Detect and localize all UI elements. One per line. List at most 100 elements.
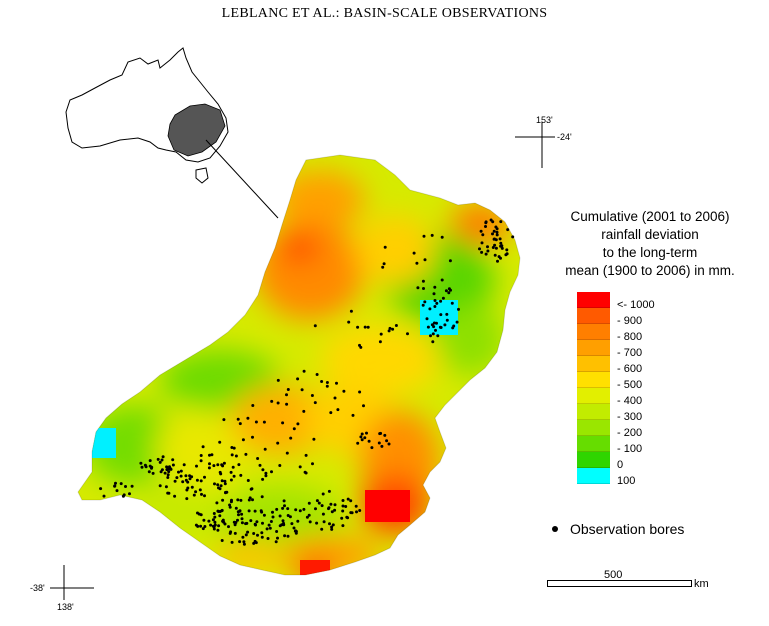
bore-dot: [447, 291, 451, 295]
bore-dot: [256, 533, 259, 537]
bore-dot-icon: [552, 526, 558, 533]
coord-lat-south: -38': [30, 583, 45, 593]
bore-dot: [378, 340, 382, 344]
bore-dot: [346, 497, 350, 501]
bore-dot: [200, 492, 203, 496]
bore-dot: [310, 394, 314, 397]
bore-dot: [253, 522, 257, 526]
bore-dot: [314, 507, 317, 511]
bore-dot: [128, 492, 131, 496]
bore-dot: [282, 521, 285, 525]
bore-dot: [249, 487, 253, 491]
bore-dot: [240, 512, 244, 516]
bore-dot: [199, 479, 203, 483]
bore-dot: [495, 233, 499, 237]
bore-dot: [212, 527, 216, 531]
bore-dot: [181, 480, 185, 484]
bore-dot: [265, 527, 269, 531]
bore-dot: [161, 455, 165, 459]
bore-dot: [263, 447, 267, 451]
bore-dot: [491, 232, 494, 236]
bore-dot: [271, 515, 275, 519]
bore-dot: [230, 453, 234, 457]
bore-dot: [220, 479, 224, 483]
bore-dot: [358, 390, 362, 394]
bore-dot: [213, 520, 217, 524]
bore-dot: [232, 474, 236, 478]
bore-dot: [195, 478, 199, 482]
bore-dot: [171, 458, 175, 462]
bore-dot: [444, 289, 448, 293]
bore-dot: [350, 511, 354, 515]
bore-dot: [312, 437, 316, 441]
bore-dot: [122, 493, 126, 497]
bore-dot: [195, 464, 198, 468]
bore-dot: [322, 520, 326, 524]
observation-bores: [99, 218, 515, 546]
bore-dot: [167, 491, 171, 495]
legend-row: 100: [577, 468, 697, 487]
bore-dot: [406, 332, 409, 336]
bore-dot: [440, 235, 444, 239]
bore-dot: [242, 540, 246, 544]
scale-value: 500: [604, 569, 623, 581]
bore-dot: [445, 318, 449, 322]
legend-label: - 400: [617, 395, 643, 407]
legend-row: - 200: [577, 420, 697, 439]
bore-dot: [500, 246, 504, 250]
bore-dot: [227, 525, 230, 529]
bore-dot: [260, 495, 264, 499]
bore-dot: [286, 388, 290, 391]
bore-dot: [228, 505, 232, 509]
bore-dot: [278, 464, 282, 467]
bore-dot: [363, 436, 367, 440]
bore-dot: [271, 510, 274, 514]
bore-dot: [494, 225, 498, 229]
bore-dot: [270, 399, 274, 403]
bore-dot: [198, 488, 202, 492]
bore-dot: [356, 441, 360, 445]
bore-dot: [421, 279, 425, 283]
bore-dot: [313, 324, 317, 328]
bore-dot: [266, 537, 270, 540]
bore-dot: [286, 514, 290, 517]
bore-dot: [208, 453, 211, 457]
bore-dot: [452, 324, 456, 328]
scale-bar-rect: [547, 580, 692, 587]
bore-dot: [315, 499, 319, 503]
bore-dot: [216, 483, 220, 487]
bore-dot: [304, 453, 308, 457]
legend-label: - 200: [617, 427, 643, 439]
legend-label: - 800: [617, 331, 643, 343]
bore-dot: [261, 521, 264, 525]
legend-row: - 800: [577, 324, 697, 343]
legend-swatch: [577, 404, 610, 420]
bore-dot: [184, 478, 188, 482]
bore-dot: [481, 233, 485, 237]
bore-dot: [346, 516, 350, 520]
bore-dot: [230, 498, 233, 502]
bore-dot: [267, 523, 271, 527]
bore-dot: [329, 502, 333, 506]
bore-dot: [238, 509, 242, 513]
bore-dot: [296, 422, 300, 426]
bore-dot: [217, 524, 221, 528]
crosshair-southwest: [50, 565, 94, 600]
bore-dot: [421, 303, 425, 307]
bore-dot: [203, 494, 206, 498]
bore-dot: [188, 477, 192, 481]
bore-dot: [445, 312, 449, 316]
legend-swatch: [577, 308, 610, 324]
bore-dot: [450, 301, 454, 305]
bore-dot: [381, 265, 385, 269]
bore-dot: [434, 328, 437, 332]
bore-dot: [194, 523, 198, 527]
legend-row: - 300: [577, 404, 697, 423]
bore-dot: [429, 334, 432, 338]
bore-dot: [165, 465, 169, 469]
bore-dot: [264, 474, 268, 478]
bore-dot: [325, 384, 329, 388]
bore-dot: [341, 524, 345, 528]
bore-dot: [422, 287, 425, 290]
